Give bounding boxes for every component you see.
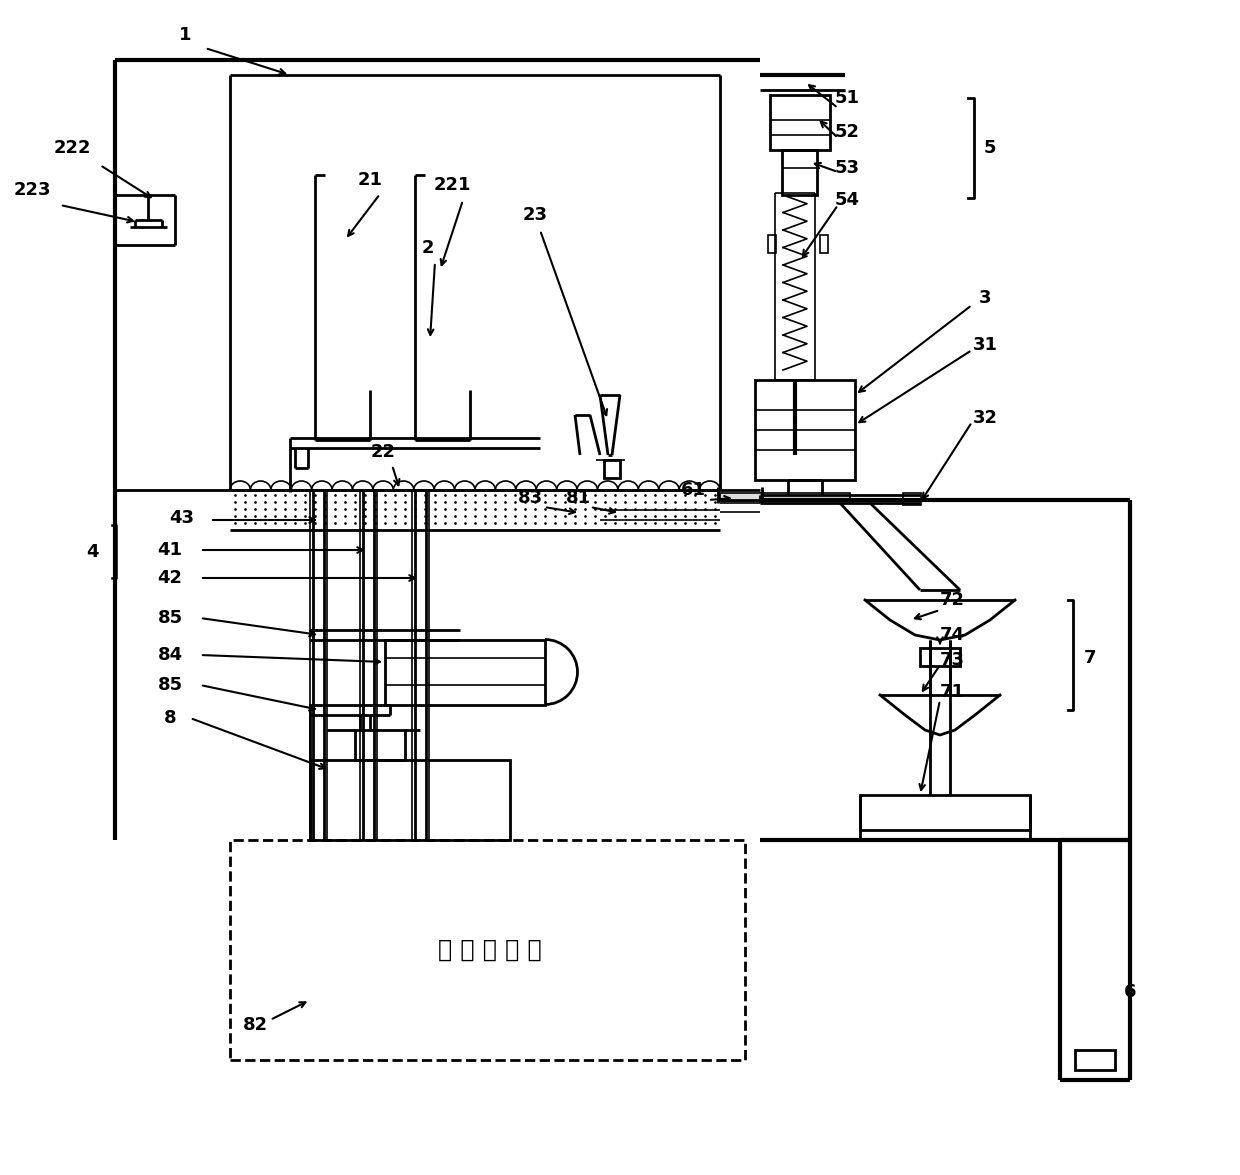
Text: 81: 81 — [565, 489, 590, 506]
Text: 4: 4 — [86, 543, 98, 560]
Bar — [861, 795, 1030, 830]
Bar — [310, 760, 510, 840]
Text: 221: 221 — [433, 176, 471, 194]
Bar — [720, 494, 849, 501]
Bar — [820, 235, 828, 253]
Text: 223: 223 — [14, 181, 51, 199]
Text: 82: 82 — [243, 1016, 268, 1034]
Text: 31: 31 — [972, 336, 997, 354]
Text: 41: 41 — [157, 540, 182, 559]
Bar — [1075, 1050, 1115, 1070]
Text: 21: 21 — [357, 172, 382, 189]
Text: 222: 222 — [53, 139, 91, 157]
Bar — [355, 730, 405, 760]
Text: 6: 6 — [1123, 983, 1136, 1001]
Bar — [384, 640, 546, 705]
Text: 8: 8 — [164, 709, 176, 727]
Text: 85: 85 — [157, 609, 182, 627]
Text: 71: 71 — [940, 683, 965, 701]
Text: 42: 42 — [157, 569, 182, 588]
Text: 61: 61 — [681, 481, 706, 499]
Bar — [768, 235, 776, 253]
Text: 7: 7 — [1084, 649, 1096, 667]
Text: 74: 74 — [940, 626, 965, 644]
Bar — [229, 840, 745, 1060]
Text: 83: 83 — [517, 489, 543, 506]
Bar — [782, 150, 817, 195]
Text: 23: 23 — [522, 206, 548, 224]
Text: 5: 5 — [983, 139, 996, 157]
Text: 84: 84 — [157, 646, 182, 664]
Text: 51: 51 — [835, 89, 859, 107]
Text: 22: 22 — [371, 443, 396, 461]
Bar — [920, 647, 960, 666]
Text: 53: 53 — [835, 159, 859, 177]
Text: 72: 72 — [940, 591, 965, 609]
Text: 3: 3 — [978, 289, 991, 307]
Text: 43: 43 — [170, 509, 195, 528]
Bar — [755, 380, 856, 481]
Text: 73: 73 — [940, 651, 965, 669]
Text: 54: 54 — [835, 192, 859, 209]
Text: 控 制 电 柜 筱: 控 制 电 柜 筱 — [438, 938, 542, 962]
Bar — [903, 494, 921, 505]
Bar — [604, 459, 620, 478]
Text: 85: 85 — [157, 676, 182, 694]
Text: 32: 32 — [972, 409, 997, 427]
Text: 2: 2 — [422, 239, 434, 257]
Text: 52: 52 — [835, 123, 859, 141]
Bar — [770, 95, 830, 150]
Text: 1: 1 — [179, 26, 191, 43]
